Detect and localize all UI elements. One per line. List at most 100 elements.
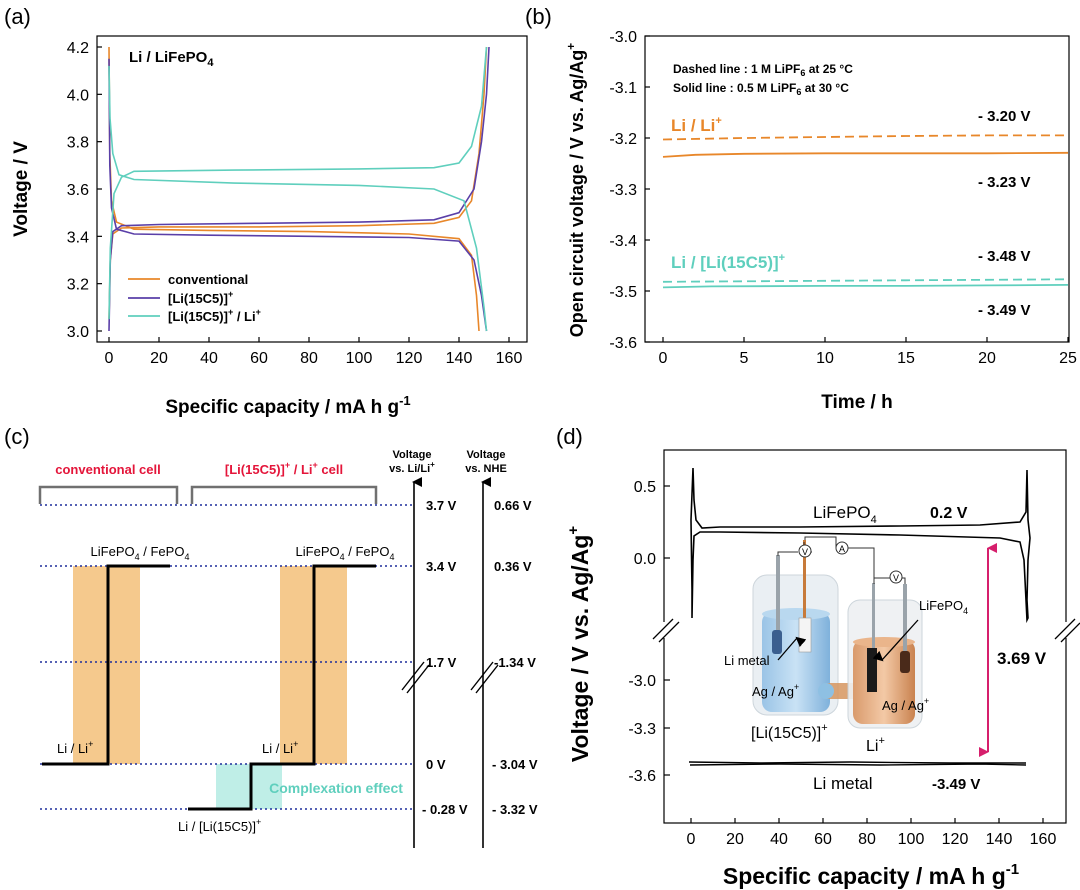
x-ticks-d: 0 20 40 60 80 100 120 140 160: [687, 818, 1056, 848]
voltmeter-right: [889, 570, 903, 584]
y-axis-label-b: Open circuit voltage / V vs. Ag/Ag+: [564, 43, 587, 337]
x-tick-label-a-60: 60: [250, 350, 268, 367]
axis-break-right-1: [1054, 618, 1076, 640]
y-axis-label-d: Voltage / V vs. Ag/Ag+: [565, 526, 593, 762]
y-tick-label-b--3.3: -3.3: [609, 182, 637, 199]
inset-label-ag-right: Ag / Ag+: [882, 696, 929, 713]
level-nhe-0-66: 0.66 V: [494, 498, 532, 513]
label-lfp-left: LiFePO4 / FePO4: [91, 544, 190, 562]
inset-label-crown: [Li(15C5)]+: [751, 722, 828, 742]
series-b-2: [662, 278, 1069, 283]
x-axis-label-a: Specific capacity / mA h g-1: [165, 393, 410, 418]
title-a: Li / LiFePO4: [129, 49, 214, 69]
li-wire: [803, 540, 806, 620]
axis-nhe-title-2: vs. NHE: [465, 463, 507, 475]
salt-bridge-end: [818, 683, 834, 699]
bracket-crown: [190, 485, 378, 504]
panel-label-c: (c): [4, 424, 30, 449]
curve-li-metal-1: [688, 761, 1026, 764]
panel-a: (a) 0 20 40 60 80 100 120 140 160 3.03.23.43.63.…: [4, 4, 528, 418]
series-a-0-charge: [108, 46, 488, 320]
label-li-right: Li / Li+: [262, 739, 298, 756]
x-axis-label-d: Specific capacity / mA h g-1: [723, 861, 1019, 889]
x-tick-label-d-40: 40: [770, 831, 788, 848]
curve-lfp: [690, 467, 1031, 624]
legend-label-conventional: conventional: [168, 272, 248, 287]
series-b-1: [662, 151, 1069, 158]
series-lines-b: [662, 134, 1069, 289]
inset-cell: V A V Li metal LiFePO4 Ag / Ag+ Ag / Ag+…: [724, 536, 968, 755]
y-tick-label-b--3.0: -3.0: [609, 29, 637, 46]
x-tick-label-a-100: 100: [346, 350, 373, 367]
level-li-neg-0-28: - 0.28 V: [422, 802, 468, 817]
inset-label-lfp: LiFePO4: [919, 598, 968, 616]
y-tick-label-neg-3-6: -3.6: [628, 768, 656, 785]
x-tick-label-b-25: 25: [1059, 350, 1077, 367]
level-li-1-7: 1.7 V: [426, 655, 457, 670]
beaker-right-surface: [853, 637, 915, 647]
x-tick-label-b-0: 0: [659, 350, 668, 367]
wire-v-right: [874, 577, 906, 584]
header-conventional: conventional cell: [55, 462, 160, 477]
series-b-0: [662, 134, 1068, 141]
label-complexation: Complexation effect: [269, 780, 403, 796]
curve-li-metal-2: [689, 763, 1027, 766]
value-320: - 3.20 V: [978, 108, 1031, 125]
legend-label-crown: [Li(15C5)]+: [168, 289, 233, 306]
voltmeter-right-label: V: [893, 573, 899, 583]
axis-break-nhe-1: [470, 661, 494, 691]
beaker-left-surface: [762, 608, 830, 620]
li-metal-plate: [798, 617, 812, 653]
axis-break-left-2: [658, 621, 680, 643]
axis-break-right-2: [1060, 622, 1080, 643]
inset-label-ag-left: Ag / Ag+: [752, 682, 799, 699]
inset-arrow-lfp: [872, 619, 919, 662]
band-complexation: [216, 764, 282, 809]
y-tick-label-b--3.4: -3.4: [609, 233, 637, 250]
plot-frame-a: [96, 35, 528, 343]
header-crown: [Li(15C5)]+ / Li+ cell: [225, 460, 343, 477]
x-tick-label-b-15: 15: [897, 350, 915, 367]
series-lines-a: [108, 46, 490, 332]
x-axis-label-b: Time / h: [821, 392, 892, 413]
x-tick-label-d-140: 140: [986, 831, 1013, 848]
panel-d: (d) 0 20 40 60 80 100 120 140 160 0.5 0.0 -3.0 -…: [556, 424, 1080, 889]
legend-a: conventional [Li(15C5)]+ [Li(15C5)]+ / L…: [128, 272, 261, 324]
panel-label-d: (d): [556, 424, 583, 449]
wire-v-left-a: [777, 551, 798, 556]
panel-label-b: (b): [525, 4, 552, 29]
x-tick-label-a-120: 120: [396, 350, 423, 367]
wire-ammeter: [804, 536, 875, 584]
axis-li-title-1: Voltage: [393, 449, 432, 461]
label-li-crown: Li / [Li(15C5)]+: [178, 817, 261, 834]
y-tick-label-a-3.8: 3.8: [67, 135, 89, 152]
y-ticks-b: -3.0 -3.1 -3.2 -3.3 -3.4 -3.5 -3.6: [609, 29, 650, 352]
axis-break-nhe-2: [475, 664, 499, 694]
x-tick-label-d-80: 80: [858, 831, 876, 848]
label-lfp-d: LiFePO4: [813, 503, 877, 526]
series-a-2-charge: [108, 46, 488, 320]
y-tick-label-0-5: 0.5: [634, 479, 656, 496]
label-369v: 3.69 V: [997, 649, 1047, 668]
level-nhe-neg-3-04: - 3.04 V: [492, 757, 538, 772]
note-dashed: Dashed line : 1 M LiPF6 at 25 °C: [673, 62, 853, 78]
x-tick-label-d-20: 20: [726, 831, 744, 848]
x-tick-label-b-5: 5: [740, 350, 749, 367]
x-ticks-a: 0 20 40 60 80 100 120 140 160: [105, 337, 522, 367]
step-crown: [188, 564, 376, 811]
label-lfp-right: LiFePO4 / FePO4: [296, 544, 395, 562]
x-tick-label-a-80: 80: [300, 350, 318, 367]
y-tick-label-b--3.5: -3.5: [609, 284, 637, 301]
inset-label-li: Li+: [866, 735, 885, 755]
x-tick-label-a-20: 20: [150, 350, 168, 367]
axis-break-li-2: [406, 664, 430, 694]
y-tick-label-b--3.1: -3.1: [609, 80, 637, 97]
axis-break-left-1: [652, 618, 674, 640]
ref-electrode-left-wire: [776, 555, 780, 647]
panel-c: (c) conventional cell [Li(15C5)]+ / Li+ …: [4, 424, 538, 848]
lfp-wire: [872, 583, 875, 649]
y-ticks-a: 3.0 3.2 3.4 3.6 3.8 4.0 4.2: [67, 40, 102, 341]
voltmeter-left: [798, 544, 812, 558]
x-tick-label-a-40: 40: [200, 350, 218, 367]
y-tick-label-a-3.6: 3.6: [67, 182, 89, 199]
